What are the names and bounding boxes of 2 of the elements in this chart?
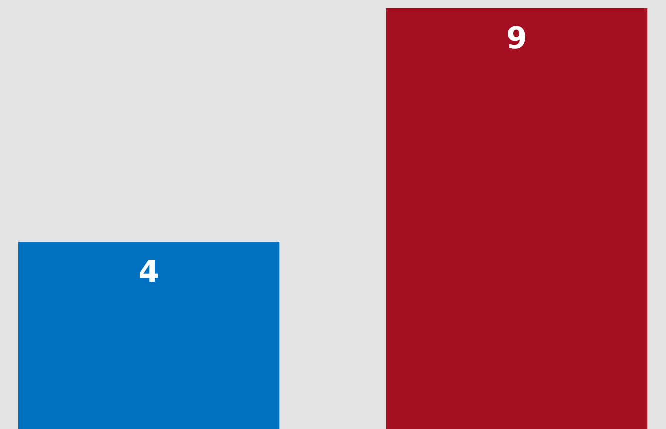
data-label: 9 [506, 21, 528, 56]
data-label: 4 [138, 255, 160, 290]
